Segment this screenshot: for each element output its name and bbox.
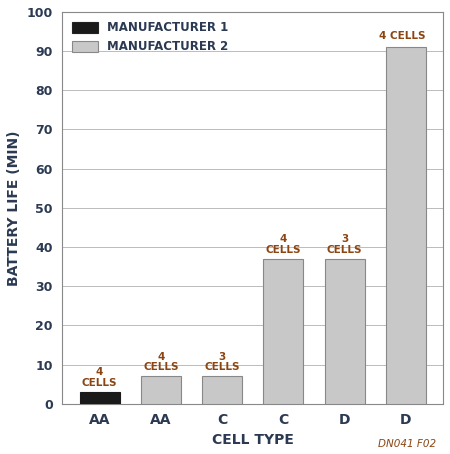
Bar: [325, 259, 364, 404]
Text: 4
CELLS: 4 CELLS: [82, 367, 117, 388]
Text: 4
CELLS: 4 CELLS: [266, 234, 301, 255]
Text: 3
CELLS: 3 CELLS: [327, 234, 362, 255]
Bar: [264, 259, 303, 404]
X-axis label: CELL TYPE: CELL TYPE: [212, 433, 294, 447]
Bar: [80, 392, 120, 404]
Text: 4
CELLS: 4 CELLS: [143, 352, 179, 372]
Text: 3
CELLS: 3 CELLS: [204, 352, 240, 372]
Text: 4 CELLS: 4 CELLS: [379, 31, 425, 41]
Text: DN041 F02: DN041 F02: [378, 439, 436, 449]
Bar: [141, 376, 181, 404]
Bar: [386, 47, 426, 404]
Bar: [202, 376, 242, 404]
Y-axis label: BATTERY LIFE (MIN): BATTERY LIFE (MIN): [7, 130, 21, 286]
Legend: MANUFACTURER 1, MANUFACTURER 2: MANUFACTURER 1, MANUFACTURER 2: [68, 18, 232, 57]
